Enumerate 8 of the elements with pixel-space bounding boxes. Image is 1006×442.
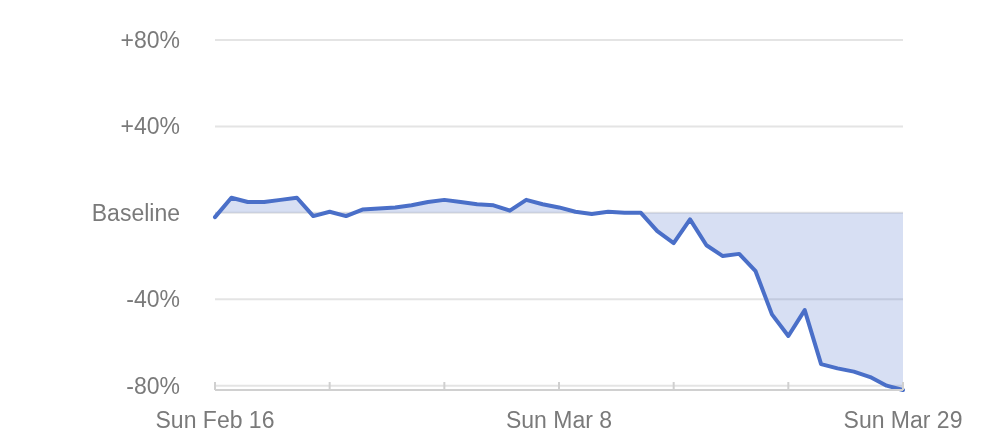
- y-tick-label: -80%: [126, 372, 180, 399]
- y-tick-label: Baseline: [91, 199, 180, 226]
- x-tick-label: Sun Mar 29: [843, 407, 963, 433]
- x-tick-label: Sun Mar 8: [505, 407, 613, 433]
- y-tick-label: -40%: [126, 286, 180, 313]
- y-tick-label: +40%: [120, 113, 180, 140]
- x-tick-label: Sun Feb 16: [155, 407, 275, 433]
- y-tick-label: +80%: [120, 27, 180, 54]
